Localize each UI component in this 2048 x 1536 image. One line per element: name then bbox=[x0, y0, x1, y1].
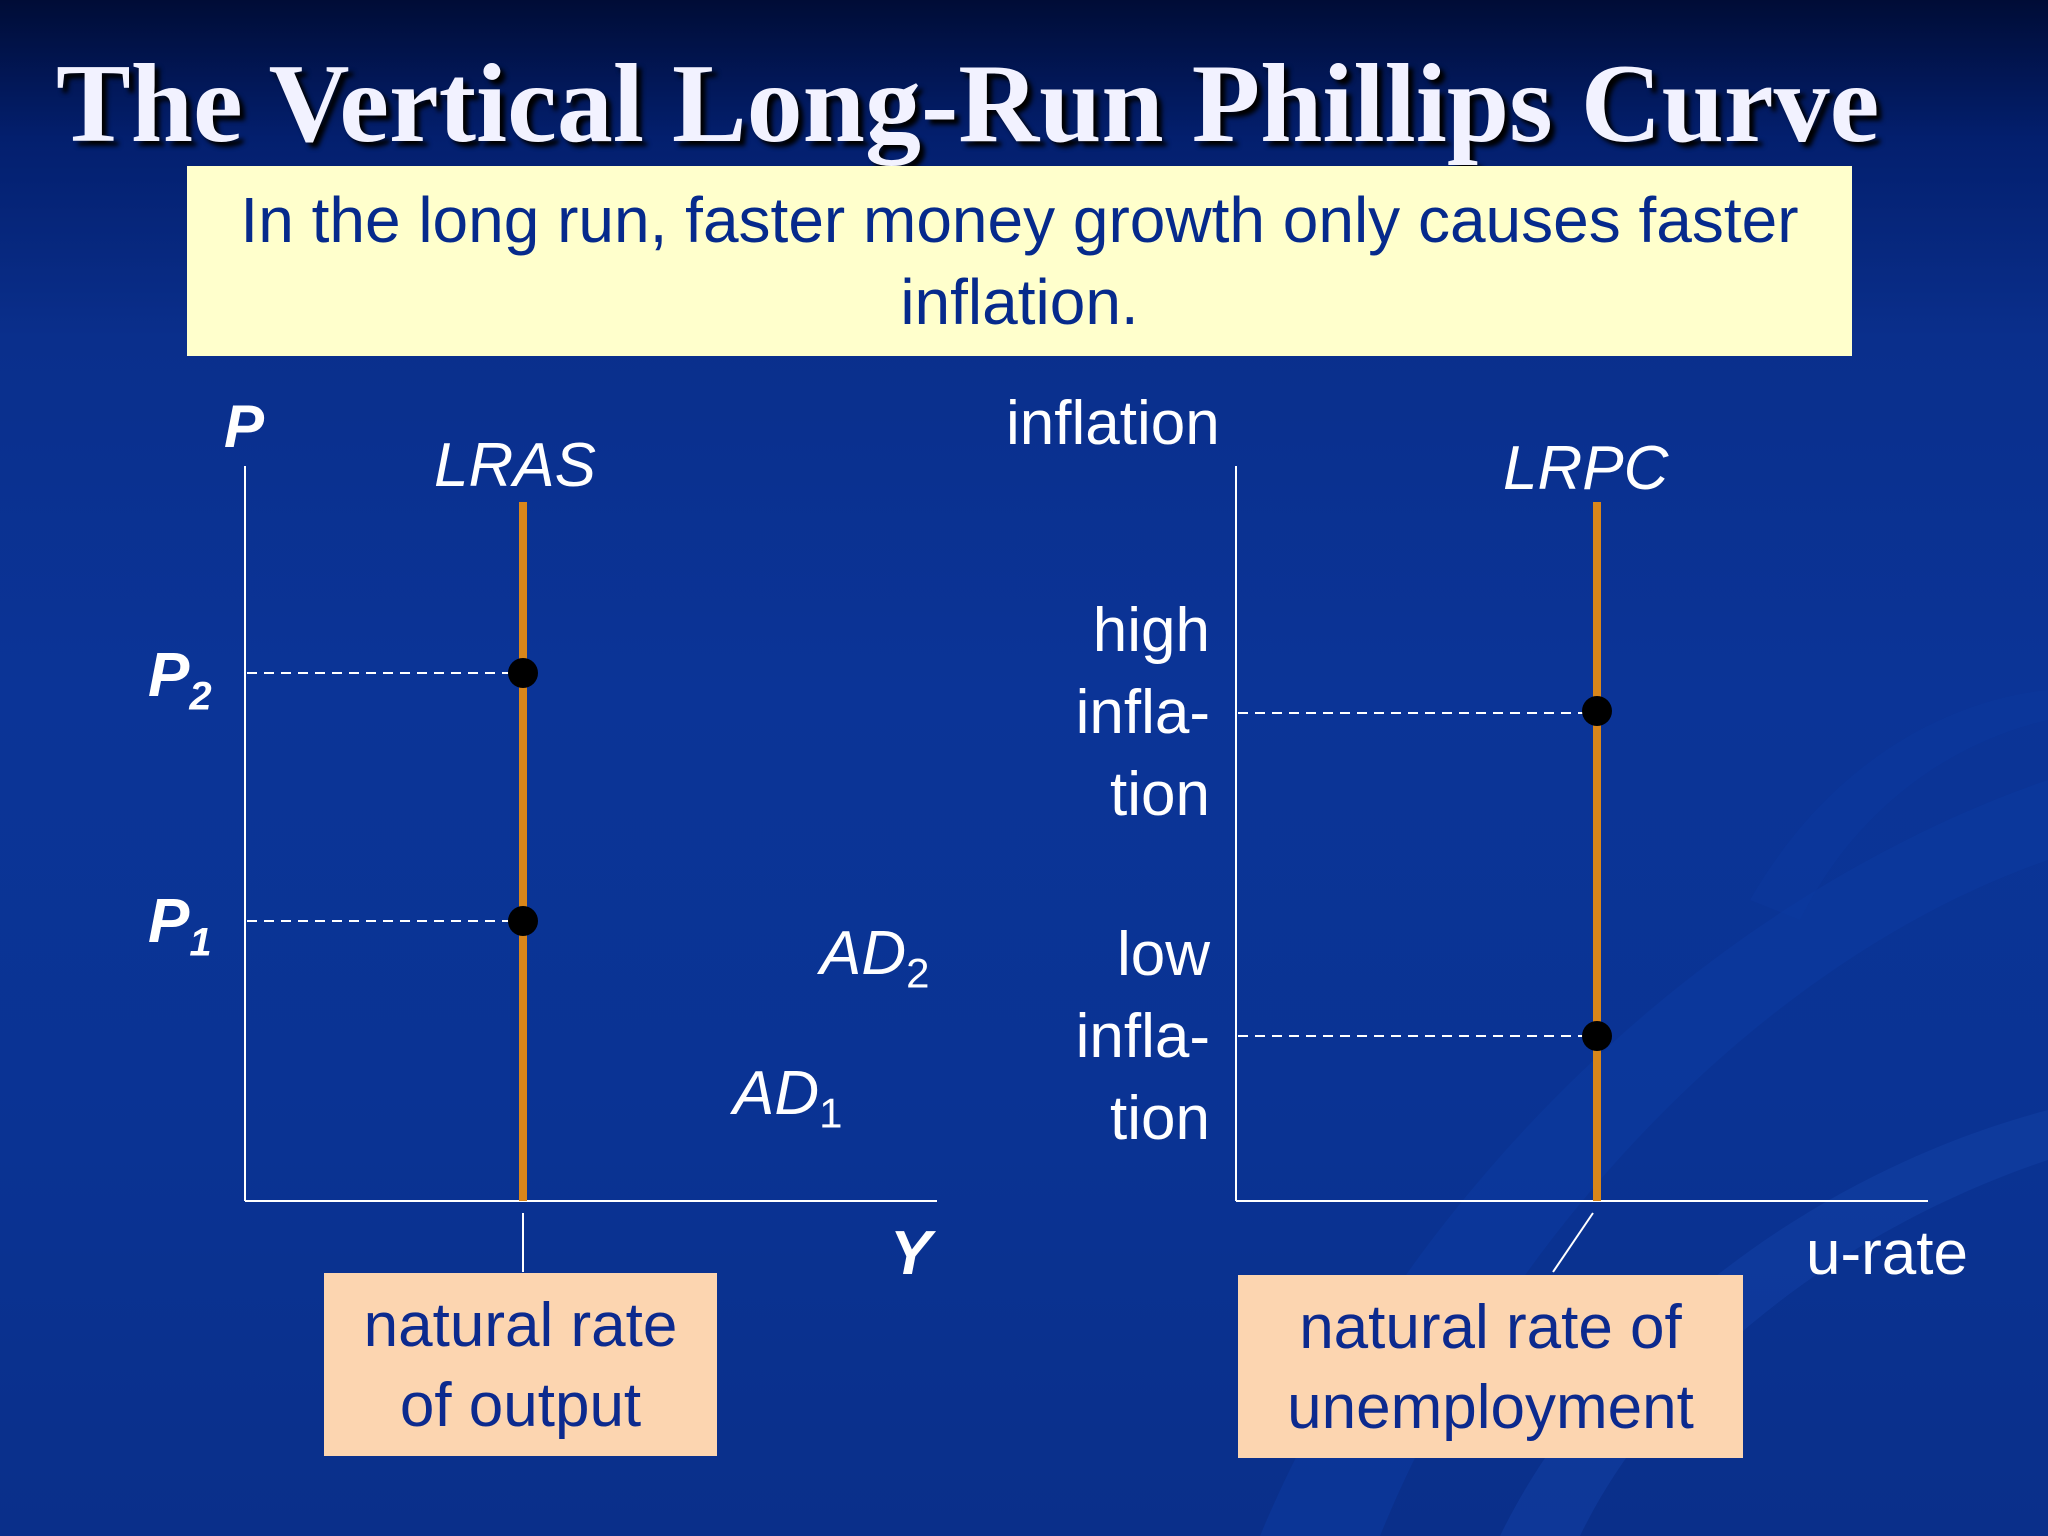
natural-rate-output-note: natural rate of output bbox=[324, 1273, 717, 1456]
lrpc-label: LRPC bbox=[1503, 434, 1669, 503]
left-y-axis-label: P bbox=[224, 393, 265, 460]
p2-label: P2 bbox=[148, 640, 212, 719]
p1-point bbox=[508, 906, 538, 936]
p1-label: P1 bbox=[148, 886, 212, 965]
p1-label-subscript: 1 bbox=[189, 920, 212, 965]
right-note-leader bbox=[1552, 1212, 1594, 1273]
ad1-label: AD1 bbox=[733, 1058, 843, 1137]
p2-label-subscript: 2 bbox=[189, 674, 212, 719]
natural-rate-unemployment-line2: unemployment bbox=[1287, 1373, 1694, 1442]
natural-rate-output-line2: of output bbox=[399, 1371, 642, 1440]
right-y-axis-label: inflation bbox=[1006, 389, 1220, 458]
high-inflation-label: high infla- tion bbox=[1010, 590, 1210, 836]
high-inflation-line3: tion bbox=[1110, 760, 1210, 829]
low-inflation-line1: low bbox=[1116, 920, 1210, 989]
slide-title: The Vertical Long-Run Phillips Curve bbox=[56, 42, 1880, 166]
p2-point bbox=[508, 658, 538, 688]
callout-box: In the long run, faster money growth onl… bbox=[187, 166, 1852, 356]
ad2-label: AD2 bbox=[820, 918, 930, 997]
natural-rate-output-line1: natural rate bbox=[363, 1291, 678, 1360]
ad1-label-subscript: 1 bbox=[819, 1089, 843, 1137]
natural-rate-unemployment-note: natural rate of unemployment bbox=[1238, 1275, 1743, 1458]
left-x-axis-label: Y bbox=[890, 1219, 932, 1288]
low-inflation-line2: infla- bbox=[1075, 1002, 1210, 1071]
p2-label-text: P bbox=[148, 641, 190, 710]
high-inflation-line2: infla- bbox=[1075, 678, 1210, 747]
low-inflation-label: low infla- tion bbox=[1010, 914, 1210, 1160]
natural-rate-unemployment-line1: natural rate of bbox=[1299, 1293, 1682, 1362]
right-x-axis-label: u-rate bbox=[1806, 1219, 1968, 1288]
p1-label-text: P bbox=[148, 887, 190, 956]
lras-label: LRAS bbox=[434, 431, 596, 500]
ad2-label-text: AD bbox=[820, 919, 907, 988]
high-inflation-point bbox=[1582, 696, 1612, 726]
ad2-label-subscript: 2 bbox=[906, 949, 930, 997]
high-inflation-line1: high bbox=[1092, 596, 1210, 665]
ad1-label-text: AD bbox=[733, 1059, 820, 1128]
low-inflation-line3: tion bbox=[1110, 1084, 1210, 1153]
low-inflation-point bbox=[1582, 1021, 1612, 1051]
